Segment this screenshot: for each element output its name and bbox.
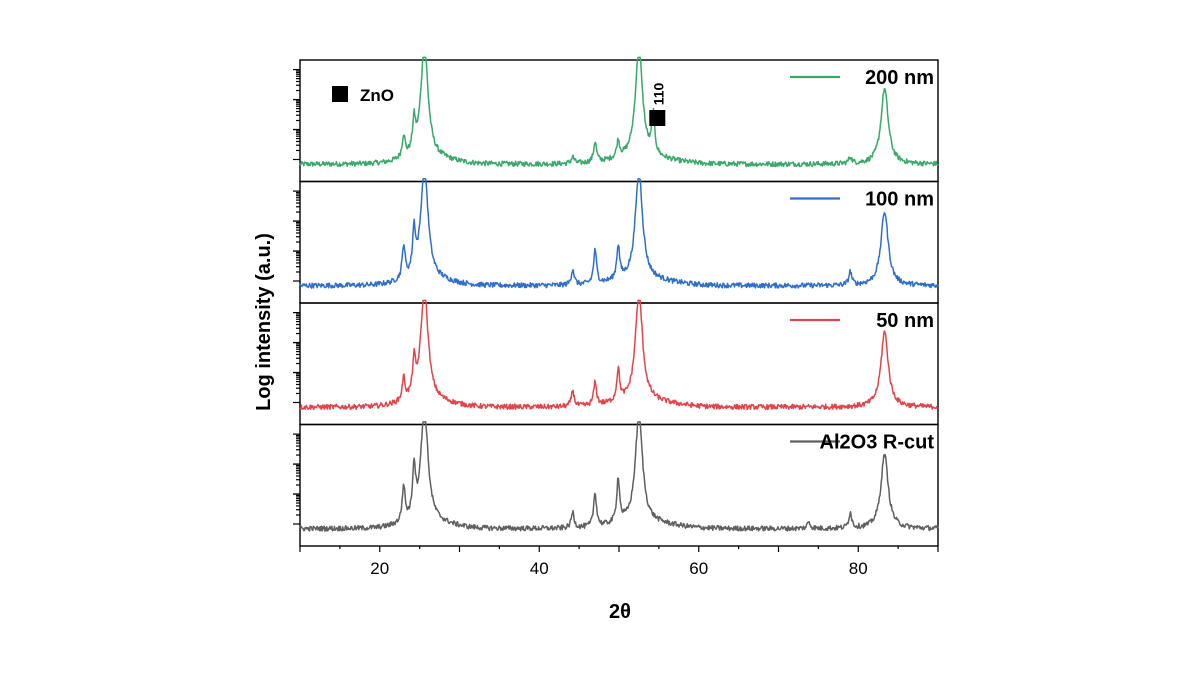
peak-110-marker (649, 110, 666, 126)
panel-50-nm: 50 nm (293, 299, 939, 426)
legend-label-200-nm: 200 nm (865, 67, 934, 89)
x-axis: 20 40 60 80 (299, 546, 939, 578)
legend-label-100-nm: 100 nm (865, 189, 934, 211)
x-tick-label: 80 (849, 559, 868, 578)
series-line-200-nm (299, 56, 939, 168)
y-log-ticks (293, 311, 300, 404)
panel-100-nm: 100 nm (293, 178, 939, 304)
x-axis-label: 2θ (609, 601, 631, 623)
panel-200-nm: 200 nm ZnO 110 (293, 56, 939, 183)
y-log-ticks (293, 190, 300, 282)
y-axis-label: Log intensity (a.u.) (253, 233, 275, 411)
series-line-50-nm (299, 299, 939, 411)
legend-label-50-nm: 50 nm (876, 310, 934, 332)
panel-al2o3-r-cut: Al2O3 R-cut (293, 421, 939, 547)
zno-marker-legend-label: ZnO (360, 86, 394, 105)
zno-marker-legend-symbol (332, 86, 348, 102)
y-log-ticks (293, 433, 300, 525)
x-tick-label: 40 (530, 559, 549, 578)
peak-110-label: 110 (650, 82, 666, 105)
series-line-100-nm (299, 178, 939, 289)
panels-layer: 200 nm ZnO 110 100 nm 50 nm Al2O3 R-cut (293, 56, 939, 547)
x-tick-label: 60 (689, 559, 708, 578)
x-tick-label: 20 (370, 559, 389, 578)
series-line-al2o3-r-cut (299, 421, 939, 532)
y-log-ticks (293, 68, 300, 161)
legend-label-al2o3-r-cut: Al2O3 R-cut (820, 432, 935, 454)
